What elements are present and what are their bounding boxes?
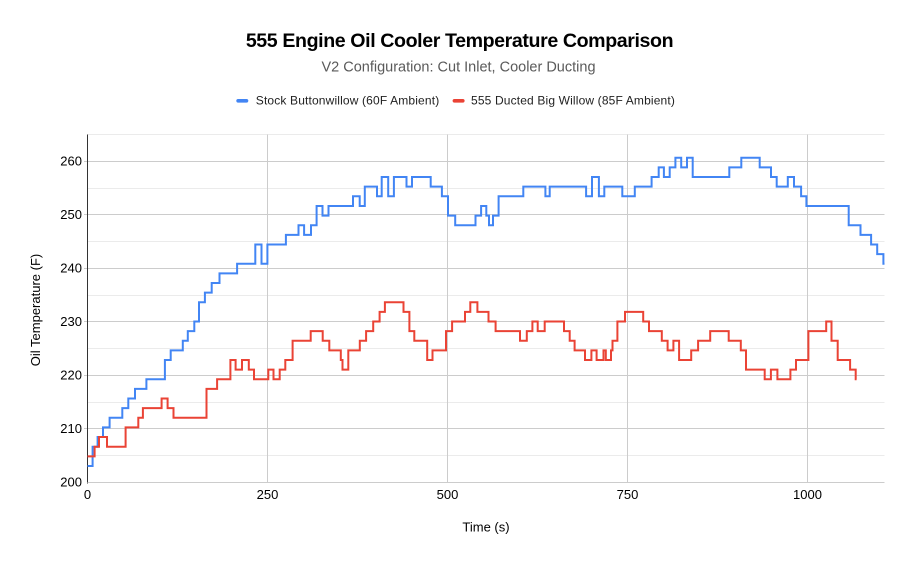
svg-text:230: 230 [60,314,82,329]
svg-text:555 Engine Oil Cooler Temperat: 555 Engine Oil Cooler Temperature Compar… [246,30,673,52]
svg-text:210: 210 [60,421,82,436]
svg-text:Time (s): Time (s) [462,520,509,535]
svg-text:250: 250 [257,487,279,502]
svg-text:200: 200 [60,475,82,490]
svg-text:Stock Buttonwillow (60F Ambien: Stock Buttonwillow (60F Ambient) [256,93,440,107]
svg-text:500: 500 [437,487,459,502]
svg-text:260: 260 [60,154,82,169]
svg-text:250: 250 [60,207,82,222]
svg-text:Oil Temperature (F): Oil Temperature (F) [28,254,43,366]
svg-text:240: 240 [60,261,82,276]
svg-text:220: 220 [60,368,82,383]
svg-text:555 Ducted Big Willow (85F Amb: 555 Ducted Big Willow (85F Ambient) [471,93,675,107]
svg-text:V2 Configuration: Cut Inlet, C: V2 Configuration: Cut Inlet, Cooler Duct… [321,60,595,76]
svg-text:0: 0 [84,487,91,502]
svg-text:750: 750 [617,487,639,502]
svg-text:1000: 1000 [793,487,822,502]
